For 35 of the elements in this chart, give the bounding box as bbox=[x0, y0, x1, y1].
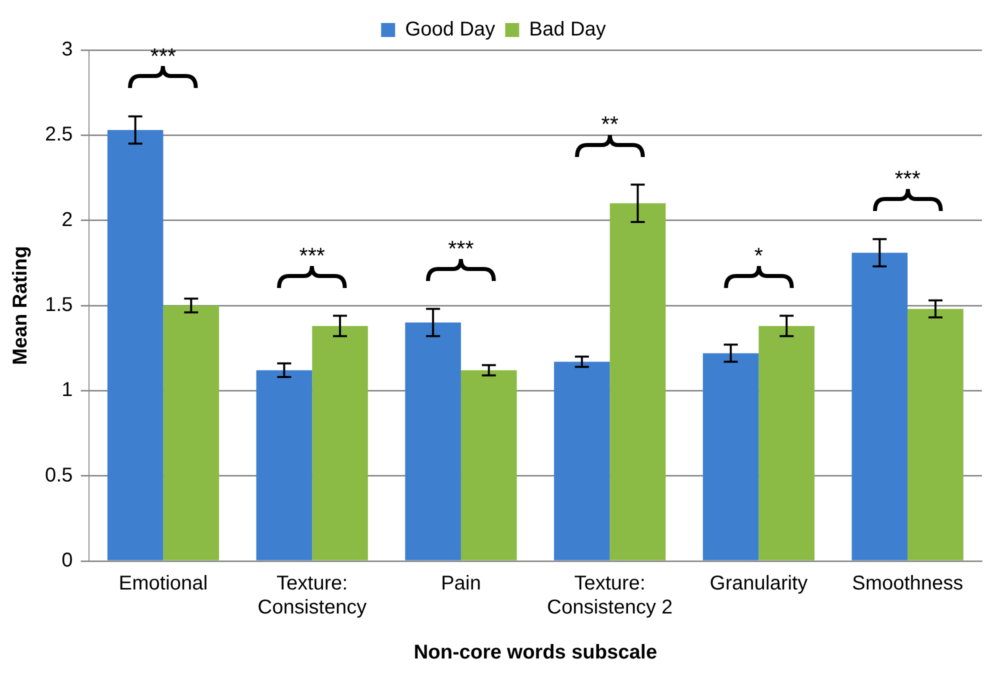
y-tick-label: 0 bbox=[62, 550, 73, 572]
bar bbox=[852, 252, 908, 560]
annotation: ** bbox=[601, 112, 619, 137]
x-tick-label: Emotional bbox=[118, 572, 208, 595]
bar bbox=[312, 326, 368, 560]
y-tick-label: 0.5 bbox=[44, 464, 73, 486]
y-tick-label: 1.5 bbox=[44, 294, 73, 316]
bar bbox=[610, 203, 666, 560]
bar bbox=[460, 370, 517, 560]
x-tick-label: Granularity bbox=[710, 572, 808, 595]
annotation: *** bbox=[299, 242, 326, 268]
x-tick-label: Texture: Consistency 2 bbox=[547, 572, 673, 619]
bar bbox=[405, 322, 461, 560]
y-tick-label: 2 bbox=[62, 208, 73, 231]
bar bbox=[908, 308, 964, 560]
x-axis-title: Non-core words subscale bbox=[414, 642, 658, 664]
bar bbox=[107, 130, 164, 560]
x-tick-label: Texture: Consistency bbox=[258, 572, 367, 619]
x-tick-label: Smoothness bbox=[852, 572, 964, 595]
bar bbox=[163, 306, 220, 560]
bar bbox=[554, 362, 610, 560]
bar bbox=[702, 353, 759, 560]
y-tick-label: 3 bbox=[62, 38, 73, 61]
y-axis-title: Mean Rating bbox=[10, 246, 32, 365]
annotation: *** bbox=[448, 236, 474, 261]
bar bbox=[758, 326, 815, 560]
annotation: *** bbox=[150, 43, 177, 68]
legend-label: Good Day bbox=[405, 18, 496, 41]
bar bbox=[256, 370, 312, 560]
y-tick-label: 2.5 bbox=[44, 124, 73, 146]
annotation: * bbox=[754, 242, 764, 268]
annotation: *** bbox=[894, 166, 921, 192]
legend-label: Bad Day bbox=[529, 18, 606, 41]
x-tick-label: Pain bbox=[440, 572, 481, 595]
y-tick-label: 1 bbox=[62, 379, 73, 402]
